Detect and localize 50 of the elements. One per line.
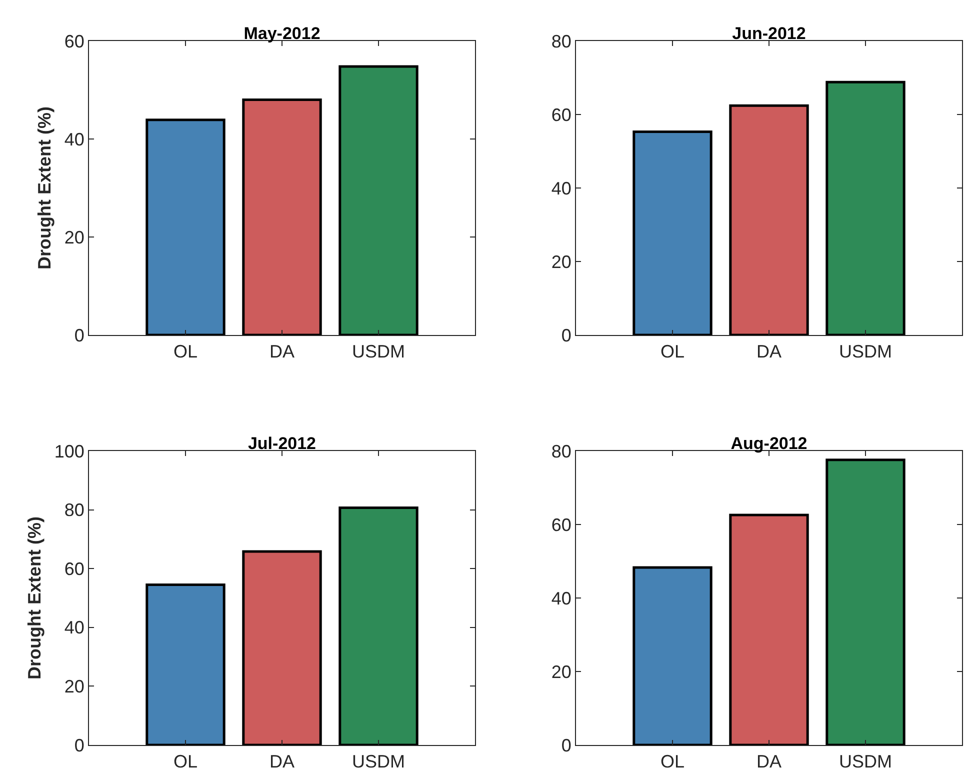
x-tick-label: OL: [173, 752, 198, 772]
chart-title: Jul-2012: [248, 434, 316, 453]
bar: [632, 566, 712, 745]
chart-title: May-2012: [244, 24, 320, 43]
x-tick-label: DA: [756, 342, 782, 362]
bar: [338, 506, 418, 745]
y-tick-label: 0: [74, 325, 84, 346]
x-tick-label: USDM: [839, 342, 892, 362]
y-tick-label: 60: [551, 514, 572, 535]
bar: [146, 584, 226, 745]
y-tick-label: 60: [64, 31, 84, 52]
x-tick-label: OL: [173, 342, 198, 362]
y-tick-label: 40: [64, 129, 84, 150]
bar: [729, 104, 809, 335]
y-tick-label: 20: [551, 252, 572, 272]
y-tick-label: 40: [551, 178, 572, 198]
bar: [146, 118, 226, 335]
y-tick-label: 0: [74, 735, 84, 756]
bar: [338, 65, 418, 335]
chart-title: Aug-2012: [730, 434, 808, 453]
x-tick-label: DA: [269, 342, 295, 362]
bar: [242, 550, 322, 745]
y-tick-label: 100: [54, 441, 84, 462]
bar: [242, 98, 322, 335]
y-tick-label: 20: [64, 676, 84, 696]
bar: [826, 80, 906, 335]
bar: [632, 130, 712, 335]
y-tick-label: 80: [64, 500, 84, 520]
y-axis-title: Drought Extent (%): [24, 516, 45, 680]
y-tick-label: 60: [64, 558, 84, 579]
y-tick-label: 40: [64, 618, 84, 638]
y-tick-label: 20: [551, 662, 572, 682]
x-tick-label: DA: [756, 752, 782, 772]
y-tick-label: 0: [561, 325, 572, 346]
y-tick-label: 20: [64, 227, 84, 248]
x-tick-label: OL: [660, 342, 685, 362]
y-tick-label: 80: [551, 441, 572, 462]
bar: [826, 458, 906, 745]
chart-title: Jun-2012: [732, 24, 806, 43]
x-tick-label: USDM: [352, 752, 405, 772]
y-tick-label: 80: [551, 31, 572, 52]
y-tick-label: 0: [561, 735, 572, 756]
x-tick-label: USDM: [352, 342, 405, 362]
y-tick-label: 60: [551, 104, 572, 125]
bar: [729, 514, 809, 745]
x-tick-label: OL: [660, 752, 685, 772]
y-tick-label: 40: [551, 588, 572, 608]
x-tick-label: DA: [269, 752, 295, 772]
x-tick-label: USDM: [839, 752, 892, 772]
y-axis-title: Drought Extent (%): [34, 106, 55, 270]
